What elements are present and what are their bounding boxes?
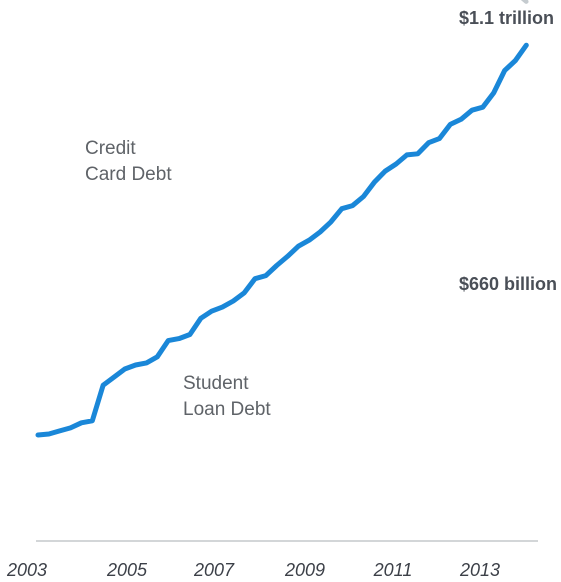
x-axis-ticks: 2003 2005 2007 2009 2011 2013 [6,560,500,580]
student-loan-debt-line [35,42,529,438]
credit-card-label-line-2: Card Debt [85,164,172,185]
credit-card-end-label: $660 billion [459,274,557,294]
credit-card-label: Credit Card Debt [85,138,172,185]
credit-card-label-line-1: Credit [85,138,136,159]
credit-card-debt-line [520,0,529,4]
x-tick-label: 2013 [459,560,500,580]
x-tick-label: 2007 [193,560,235,580]
x-tick-label: 2005 [106,560,148,580]
student-loan-end-label: $1.1 trillion [459,8,554,28]
x-tick-label: 2003 [6,560,47,580]
student-loan-label-line-2: Loan Debt [183,399,271,420]
x-tick-label: 2011 [373,560,413,580]
student-loan-label-line-1: Student [183,373,249,394]
student-loan-label: Student Loan Debt [183,373,271,420]
x-tick-label: 2009 [284,560,325,580]
